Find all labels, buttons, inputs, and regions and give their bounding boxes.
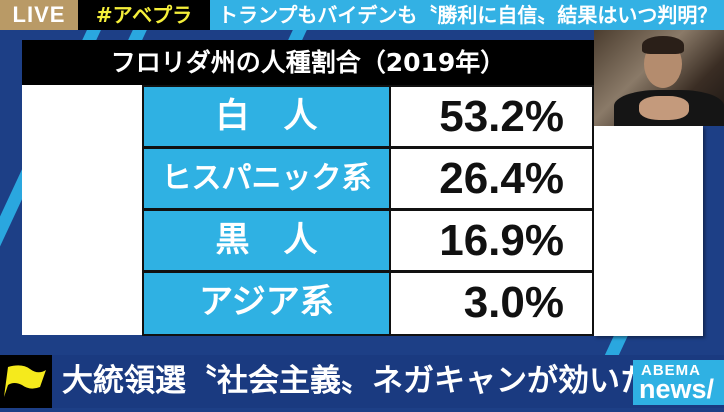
race-table: 白 人 53.2% ヒスパニック系 26.4% 黒 人 16.9% アジア系 3… [142,85,594,336]
row-value: 26.4% [391,149,592,208]
webcam-feed [594,30,724,126]
flag-icon [4,365,46,397]
logo-line2: news/ [639,374,715,404]
row-label: 黒 人 [144,211,389,270]
top-bar: LIVE #アベプラ トランプもバイデンも〝勝利に自信〟結果はいつ判明？ [0,0,724,30]
bottom-ticker: 大統領選〝社会主義〟ネガキャンが効いた？ ABEMA news/ [0,355,724,408]
table-row: ヒスパニック系 26.4% [144,149,592,208]
person-hands [639,96,689,120]
headline: トランプもバイデンも〝勝利に自信〟結果はいつ判明？ [210,0,724,30]
table-row: 白 人 53.2% [144,87,592,146]
person-hair [642,36,684,54]
table-row: 黒 人 16.9% [144,211,592,270]
row-label: 白 人 [144,87,389,146]
right-panel [594,126,703,336]
logo-line1: ABEMA [641,362,701,379]
flag-box [0,355,52,408]
row-label: ヒスパニック系 [144,149,389,208]
row-value: 53.2% [391,87,592,146]
left-panel [22,85,142,335]
abema-news-logo: ABEMA news/ [633,360,724,405]
hashtag-label: #アベプラ [78,0,210,30]
live-badge: LIVE [0,0,78,30]
row-value: 3.0% [391,273,592,334]
ticker-text: 大統領選〝社会主義〟ネガキャンが効いた？ [62,363,682,399]
board-title: フロリダ州の人種割合（2019年） [22,40,594,85]
info-board: フロリダ州の人種割合（2019年） 白 人 53.2% ヒスパニック系 26.4… [22,40,703,336]
table-row: アジア系 3.0% [144,273,592,334]
row-value: 16.9% [391,211,592,270]
row-label: アジア系 [144,273,389,334]
